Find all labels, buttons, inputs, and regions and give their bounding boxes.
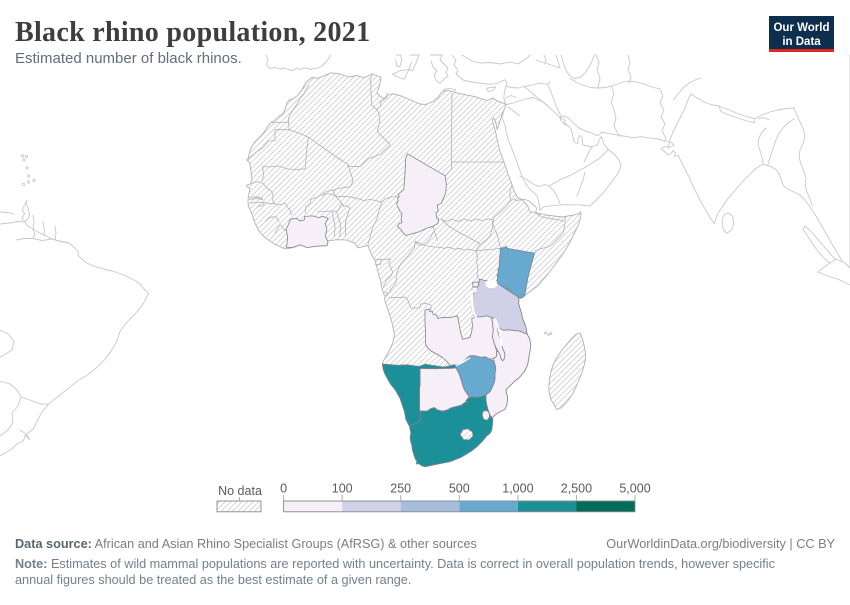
svg-text:No data: No data — [218, 484, 262, 498]
svg-text:2,500: 2,500 — [561, 482, 592, 496]
svg-text:1,000: 1,000 — [502, 482, 533, 496]
svg-text:100: 100 — [332, 482, 353, 496]
svg-text:250: 250 — [390, 482, 411, 496]
svg-text:500: 500 — [449, 482, 470, 496]
svg-text:5,000: 5,000 — [619, 482, 650, 496]
svg-text:0: 0 — [280, 482, 287, 496]
